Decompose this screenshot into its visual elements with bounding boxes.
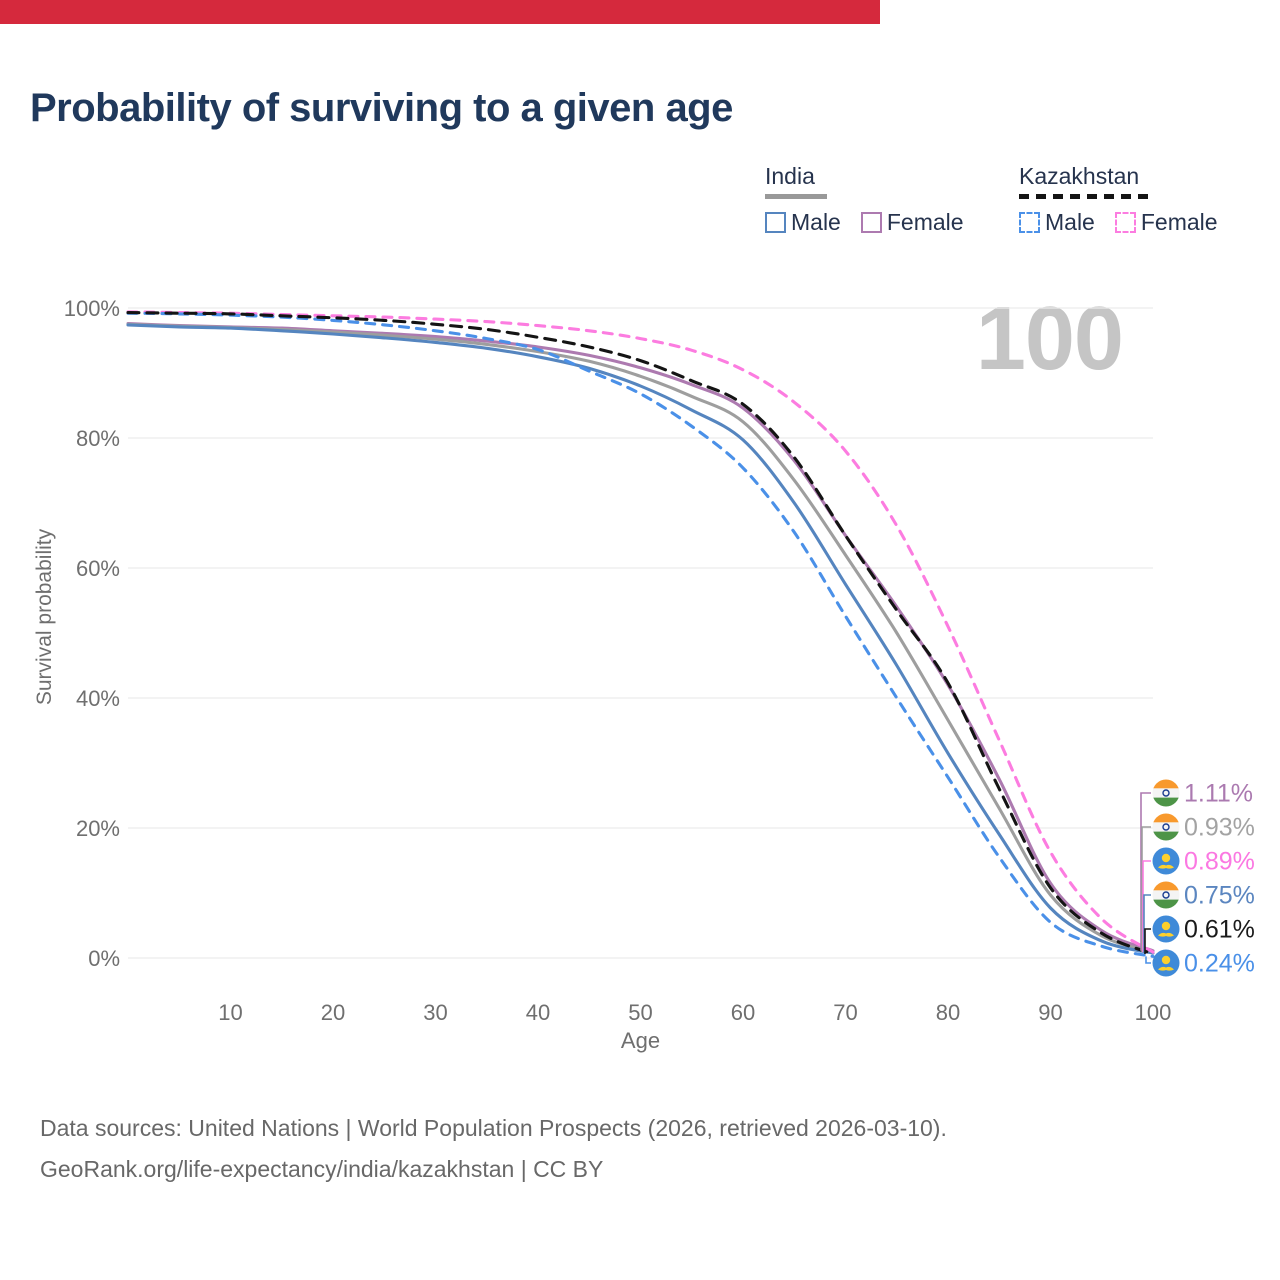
end-label-kazakhstan-female: 0.89% (1184, 848, 1255, 876)
legend-swatch-kazakhstan-male (1019, 212, 1040, 233)
series-line-kazakhstan-male (126, 311, 1155, 958)
x-tick-label-90: 90 (1038, 1000, 1062, 1025)
legend-label-kazakhstan-female: Female (1140, 209, 1218, 235)
legend-item-india-female[interactable]: Female (860, 209, 964, 236)
footer: Data sources: United Nations | World Pop… (40, 1108, 947, 1190)
leader-line-india-both-sexes (1141, 826, 1151, 952)
y-tick-label-80: 80% (76, 426, 120, 451)
x-tick-label-100: 100 (1135, 1000, 1172, 1025)
x-tick-label-70: 70 (833, 1000, 857, 1025)
page-progress-bar (0, 0, 880, 24)
series-line-kazakhstan-female (126, 310, 1155, 954)
x-axis-title: Age (620, 1028, 661, 1053)
legend-group-india: India Male Female (765, 163, 984, 236)
leader-line-india-male (1143, 894, 1151, 954)
page-title: Probability of surviving to a given age (30, 86, 733, 130)
legend-swatch-india-female (860, 212, 882, 233)
x-tick-label-20: 20 (321, 1000, 345, 1025)
y-tick-label-20: 20% (76, 816, 120, 841)
age-watermark: 100 (975, 289, 1124, 389)
legend-swatch-india-both (765, 194, 827, 199)
y-tick-label-100: 100% (64, 296, 120, 321)
leader-line-india-female (1140, 792, 1151, 951)
series-line-india-male (126, 323, 1155, 955)
flag-icon-kazakhstan (1152, 915, 1180, 943)
leader-line-kazakhstan-male (1145, 956, 1151, 964)
footer-attribution: GeoRank.org/life-expectancy/india/kazakh… (40, 1155, 604, 1182)
x-tick-label-50: 50 (628, 1000, 652, 1025)
leader-line-kazakhstan-both-sexes (1144, 928, 1151, 954)
y-axis-title: Survival probability (33, 528, 56, 706)
legend-label-india-male: Male (791, 209, 841, 235)
leader-line-kazakhstan-female (1142, 860, 1151, 953)
legend-swatch-india-male (765, 212, 786, 233)
legend-label-kazakhstan-male: Male (1045, 209, 1095, 235)
end-label-india-female: 1.11% (1184, 780, 1253, 808)
series-line-kazakhstan-both-sexes (126, 311, 1155, 956)
x-tick-label-60: 60 (731, 1000, 755, 1025)
end-label-kazakhstan-male: 0.24% (1184, 950, 1255, 978)
flag-icon-india (1152, 813, 1180, 841)
series-line-india-female (126, 322, 1155, 953)
legend-swatch-kazakhstan-female (1114, 212, 1136, 233)
legend-item-kazakhstan-male[interactable]: Male (1019, 209, 1095, 236)
footer-data-sources: Data sources: United Nations | World Pop… (40, 1115, 947, 1141)
legend-label-india-female: Female (886, 209, 964, 235)
legend-item-india-male[interactable]: Male (765, 209, 841, 236)
y-tick-label-60: 60% (76, 556, 120, 581)
flag-icon-india (1152, 881, 1180, 909)
legend-title-kazakhstan[interactable]: Kazakhstan (1019, 163, 1140, 189)
flag-icon-india (1152, 779, 1180, 807)
legend-swatch-kazakhstan-both (1019, 194, 1152, 199)
y-tick-label-0: 0% (88, 946, 120, 971)
flag-icon-kazakhstan (1152, 847, 1180, 875)
legend-title-india[interactable]: India (765, 163, 815, 189)
legend-item-kazakhstan-female[interactable]: Female (1114, 209, 1218, 236)
end-label-kazakhstan-both-sexes: 0.61% (1184, 916, 1255, 944)
flag-icon-kazakhstan (1152, 949, 1180, 977)
x-tick-label-40: 40 (526, 1000, 550, 1025)
x-tick-label-30: 30 (423, 1000, 447, 1025)
series-line-india-both-sexes (126, 322, 1155, 954)
end-label-india-both-sexes: 0.93% (1184, 814, 1255, 842)
legend-group-kazakhstan: Kazakhstan Male Female (1019, 163, 1238, 236)
x-tick-label-80: 80 (936, 1000, 960, 1025)
end-label-india-male: 0.75% (1184, 882, 1255, 910)
x-tick-label-10: 10 (218, 1000, 242, 1025)
y-tick-label-40: 40% (76, 686, 120, 711)
